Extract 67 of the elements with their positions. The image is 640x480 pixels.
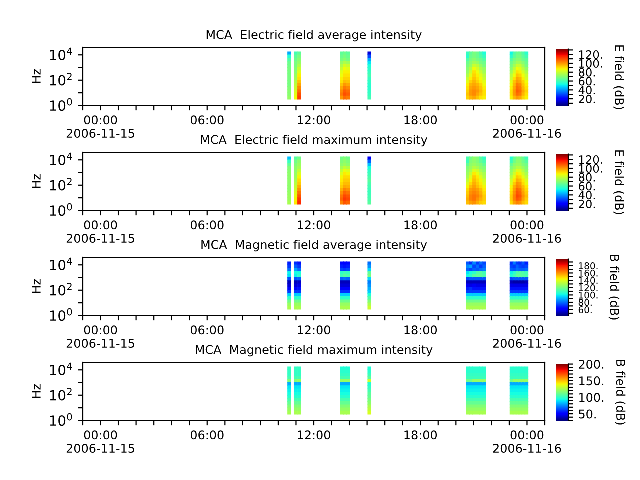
x-tick-label: 00:00 2006-11-15 (66, 220, 134, 244)
y-tick-label: 10$^{0}$ (50, 98, 72, 112)
y-axis-title: Hz (32, 279, 41, 294)
y-tick-label: 10$^{2}$ (50, 388, 72, 401)
y-tick-label: 10$^{0}$ (50, 308, 72, 322)
x-tick-label: 00:00 2006-11-16 (493, 430, 562, 454)
color-bar-label: 120. (579, 284, 598, 292)
y-tick-label: 10$^{2}$ (50, 73, 72, 86)
color-bar-label: 80. (578, 68, 596, 77)
chart-title: MCA Magnetic field average intensity (202, 240, 428, 252)
color-bar-label: 100. (579, 164, 602, 173)
color-bar-label: 40. (578, 86, 596, 95)
color-bar-label: 180. (579, 262, 598, 270)
y-tick-label: 10$^{4}$ (50, 48, 72, 60)
color-bar-title: B field (dB) (608, 255, 620, 320)
color-bar-label: 150. (580, 376, 604, 386)
color-bar-label: 50. (579, 410, 596, 419)
y-axis-title: Hz (32, 384, 41, 398)
y-tick-label: 10$^{2}$ (50, 178, 72, 191)
x-tick-label: 12:00 (298, 430, 330, 440)
y-axis-title: Hz (32, 69, 41, 84)
x-tick-label: 18:00 (404, 116, 438, 125)
color-bar-label: 100. (580, 393, 604, 402)
color-bar-label: 160. (579, 270, 598, 277)
chart-title: MCA Electric field maximum intensity (201, 135, 428, 147)
color-bar-label: 60. (579, 77, 596, 86)
x-tick-label: 06:00 (190, 430, 224, 440)
x-tick-label: 06:00 (190, 116, 224, 125)
y-tick-label: 10$^{4}$ (50, 258, 72, 270)
color-bar-title: E field (dB) (614, 150, 624, 214)
color-bar-label: 140. (579, 277, 598, 284)
color-bar-label: 200. (579, 360, 604, 370)
color-bar-label: 100. (579, 59, 602, 68)
x-tick-label: 00:00 2006-11-15 (66, 116, 134, 138)
y-tick-label: 10$^{2}$ (50, 283, 72, 296)
color-bar-label: 20. (579, 200, 596, 209)
x-tick-label: 06:00 (190, 326, 224, 335)
y-tick-label: 10$^{0}$ (50, 203, 72, 216)
color-bar-label: 80. (578, 299, 592, 306)
color-bar-label: 80. (578, 173, 596, 182)
x-tick-label: 00:00 2006-11-16 (493, 116, 562, 138)
y-tick-label: 10$^{0}$ (50, 413, 72, 426)
x-tick-label: 18:00 (404, 430, 438, 440)
x-tick-label: 18:00 (404, 220, 438, 230)
color-bar-label: 60. (578, 306, 592, 314)
color-bar-title: B field (dB) (615, 360, 626, 425)
color-bar-label: 120. (579, 50, 602, 60)
x-tick-label: 00:00 2006-11-16 (493, 326, 562, 348)
x-tick-label: 12:00 (298, 116, 330, 125)
x-tick-label: 00:00 2006-11-15 (66, 326, 134, 348)
x-tick-label: 12:00 (298, 220, 330, 230)
color-bar-label: 40. (578, 191, 596, 200)
chart-title: MCA Magnetic field maximum intensity (196, 345, 433, 357)
color-bar-label: 60. (579, 182, 596, 191)
x-tick-label: 00:00 2006-11-16 (493, 220, 562, 244)
chart-title: MCA Electric field average intensity (206, 30, 422, 42)
color-bar-label: 100. (579, 292, 598, 299)
x-tick-label: 00:00 2006-11-15 (66, 430, 134, 454)
x-tick-label: 18:00 (404, 326, 438, 335)
color-bar-title: E field (dB) (614, 46, 624, 110)
y-axis-title: Hz (32, 174, 41, 188)
x-tick-label: 12:00 (298, 326, 330, 335)
y-tick-label: 10$^{4}$ (50, 362, 72, 376)
x-tick-label: 06:00 (190, 220, 224, 230)
y-tick-label: 10$^{4}$ (50, 152, 72, 166)
color-bar-label: 20. (579, 94, 596, 104)
color-bar-label: 120. (579, 156, 602, 164)
